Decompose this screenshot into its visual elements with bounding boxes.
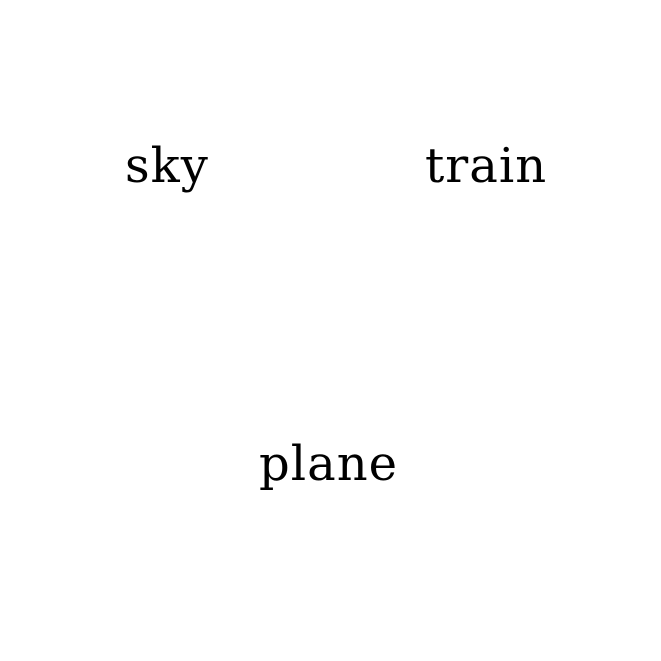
word-sky: sky	[125, 138, 209, 194]
word-plane: plane	[259, 436, 399, 492]
word-train: train	[425, 138, 548, 194]
